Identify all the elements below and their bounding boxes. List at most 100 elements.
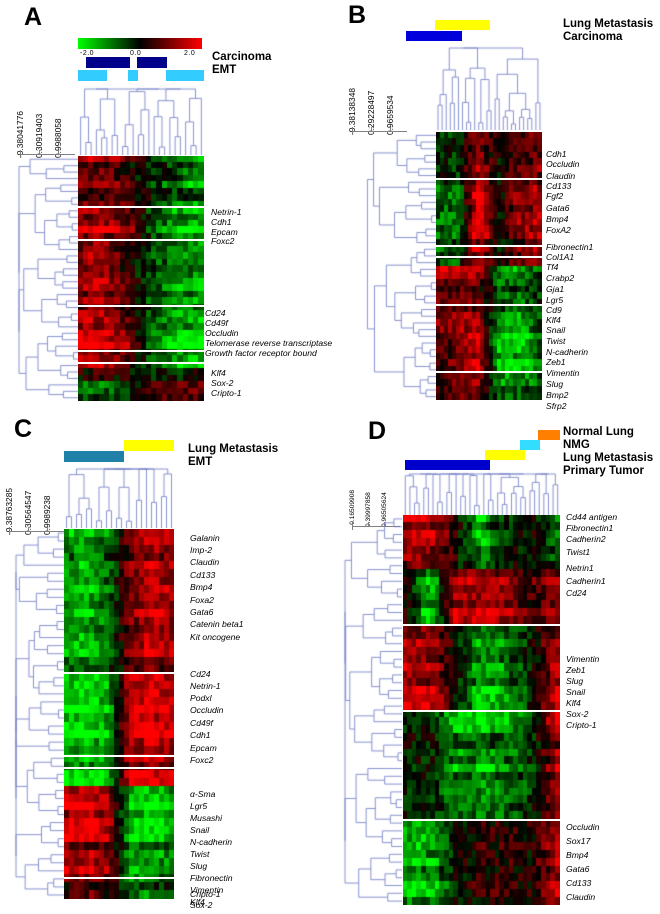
panel-c-gene-15: Epcam — [190, 743, 217, 753]
panel-b-row-dendrogram — [355, 132, 436, 400]
group-bar-nmg — [520, 440, 540, 450]
panel-b-gene-13: Lgr5 — [546, 295, 564, 305]
panel-b-gene-10: Tf4 — [546, 262, 559, 272]
panel-a-gene-8: Growth factor receptor bound — [205, 348, 317, 358]
group-bar-emt-c — [64, 451, 124, 462]
panel-d-gene-5: Cadherin1 — [566, 576, 606, 586]
panel-b-gene-12: Gja1 — [546, 284, 565, 294]
panel-c-sep-3 — [64, 767, 174, 769]
panel-d-gene-7: Vimentin — [566, 654, 600, 664]
panel-b-gene-15: Klf4 — [546, 315, 561, 325]
panel-b-gene-8: Fibronectin1 — [546, 242, 594, 252]
panel-b-gene-14: Cd9 — [546, 305, 562, 315]
panel-c-gene-17: α-Sma — [190, 789, 216, 799]
panel-b-gene-16: Snail — [546, 325, 566, 335]
panel-a-gene-11: Cripto-1 — [211, 388, 242, 398]
panel-c-gene-11: Podxl — [190, 693, 212, 703]
panel-a-group-label-1: EMT — [212, 64, 237, 76]
panel-a-gene-6: Occludin — [205, 328, 239, 338]
group-bar-emt-2 — [128, 70, 138, 81]
panel-d-group-label-2: Lung Metastasis — [563, 452, 654, 464]
panel-b-gene-2: Claudin — [546, 171, 576, 181]
panel-d-group-label-3: Primary Tumor — [563, 465, 644, 477]
panel-b-gene-7: FoxA2 — [546, 225, 571, 235]
panel-c-gene-27b: Cripto-1 — [190, 889, 221, 899]
panel-c-gene-5: Foxa2 — [190, 595, 214, 605]
group-bar-emt-3 — [166, 70, 204, 81]
panel-d-gene-1: Fibronectin1 — [566, 523, 614, 533]
panel-d-gene-13: Cripto-1 — [566, 720, 597, 730]
colorbar-tick-max: 2.0 — [184, 50, 196, 57]
panel-c-gene-10: Netrin-1 — [190, 681, 221, 691]
panel-a-gene-5: Cd49f — [205, 318, 228, 328]
panel-b: B Lung Metastasis Carcinoma -0.38138348 … — [330, 0, 660, 411]
panel-c-sep-1 — [64, 672, 174, 674]
panel-d-column-dendrogram — [403, 470, 560, 515]
panel-d-group-label-1: NMG — [563, 439, 590, 451]
panel-d-gene-4: Netrin1 — [566, 563, 594, 573]
panel-d: D Normal Lung NMG Lung Metastasis Primar… — [330, 410, 660, 914]
group-bar-normal-lung — [538, 430, 560, 440]
panel-c-gene-20: Snail — [190, 825, 210, 835]
panel-b-gene-9: Col1A1 — [546, 252, 575, 262]
panel-c-gene-9: Cd24 — [190, 669, 211, 679]
panel-c-gene-4: Bmp4 — [190, 582, 213, 592]
panel-a-gene-2: Epcam — [211, 227, 238, 237]
panel-a-sep-2 — [78, 239, 204, 241]
panel-c-row-dendrogram — [13, 529, 64, 899]
panel-b-gene-21: Slug — [546, 379, 564, 389]
colorbar-tick-mid: 0.0 — [130, 50, 142, 57]
panel-b-gene-11: Crabp2 — [546, 273, 575, 283]
panel-a-gene-4: Cd24 — [205, 308, 226, 318]
panel-d-gene-8: Zeb1 — [566, 665, 586, 675]
panel-a-sep-1 — [78, 206, 204, 208]
panel-c-gene-8: Kit oncogene — [190, 632, 241, 642]
panel-d-sep-3 — [403, 819, 560, 821]
panel-b-group-label-0: Lung Metastasis — [563, 18, 654, 30]
panel-b-gene-23: Sfrp2 — [546, 401, 567, 411]
panel-c-gene-23: Slug — [190, 861, 208, 871]
panel-b-gene-6: Bmp4 — [546, 214, 569, 224]
panel-b-sep-4 — [436, 304, 542, 306]
panel-c-column-dendrogram — [64, 465, 174, 528]
panel-c-gene-13: Cd49f — [190, 718, 213, 728]
colorbar-tick-min: -2.0 — [80, 50, 95, 57]
panel-a-letter: A — [24, 3, 43, 31]
group-bar-carcinoma-2 — [137, 57, 167, 68]
panel-a-gene-9: Klf4 — [211, 368, 226, 378]
panel-b-gene-18: N-cadherin — [546, 347, 589, 357]
panel-d-gene-3: Twist1 — [566, 547, 591, 557]
group-bar-emt — [78, 70, 107, 81]
panel-c-gene-14: Cdh1 — [190, 730, 211, 740]
panel-c-gene-0: Galanin — [190, 533, 220, 543]
panel-d-group-label-0: Normal Lung — [563, 426, 634, 438]
panel-a-row-dendrogram — [16, 156, 78, 401]
panel-a-sep-3 — [78, 305, 204, 307]
panel-d-gene-10: Snail — [566, 687, 586, 697]
group-bar-primary-tumor — [405, 460, 490, 470]
panel-b-sep-3 — [436, 256, 542, 258]
panel-c-group-label-0: Lung Metastasis — [188, 443, 279, 455]
group-bar-carcinoma-b — [406, 31, 462, 41]
panel-a-scalebar — [20, 150, 75, 158]
panel-a-column-dendrogram — [78, 85, 204, 155]
panel-c-gene-28b: Sox-2 — [190, 900, 213, 910]
panel-b-group-label-1: Carcinoma — [563, 31, 623, 43]
panel-b-column-dendrogram — [436, 44, 542, 130]
panel-d-gene-2: Cadherin2 — [566, 534, 606, 544]
panel-a-sep-5 — [78, 362, 204, 364]
panel-c-heatmap — [64, 529, 174, 899]
panel-c-sep-4 — [64, 877, 174, 879]
panel-b-gene-1: Occludin — [546, 159, 580, 169]
group-bar-lung-metastasis-d — [485, 450, 525, 460]
panel-a-gene-10: Sox-2 — [211, 378, 234, 388]
panel-d-sep-1 — [403, 624, 560, 626]
panel-c-gene-26: Klf4 — [190, 897, 205, 907]
panel-d-letter: D — [368, 417, 387, 445]
panel-d-gene-19: Claudin — [566, 892, 596, 902]
panel-b-gene-0: Cdh1 — [546, 149, 567, 159]
panel-d-gene-15: Sox17 — [566, 836, 591, 846]
panel-b-sep-2 — [436, 245, 542, 247]
panel-c-sep-2 — [64, 755, 174, 757]
panel-d-gene-16: Bmp4 — [566, 850, 589, 860]
